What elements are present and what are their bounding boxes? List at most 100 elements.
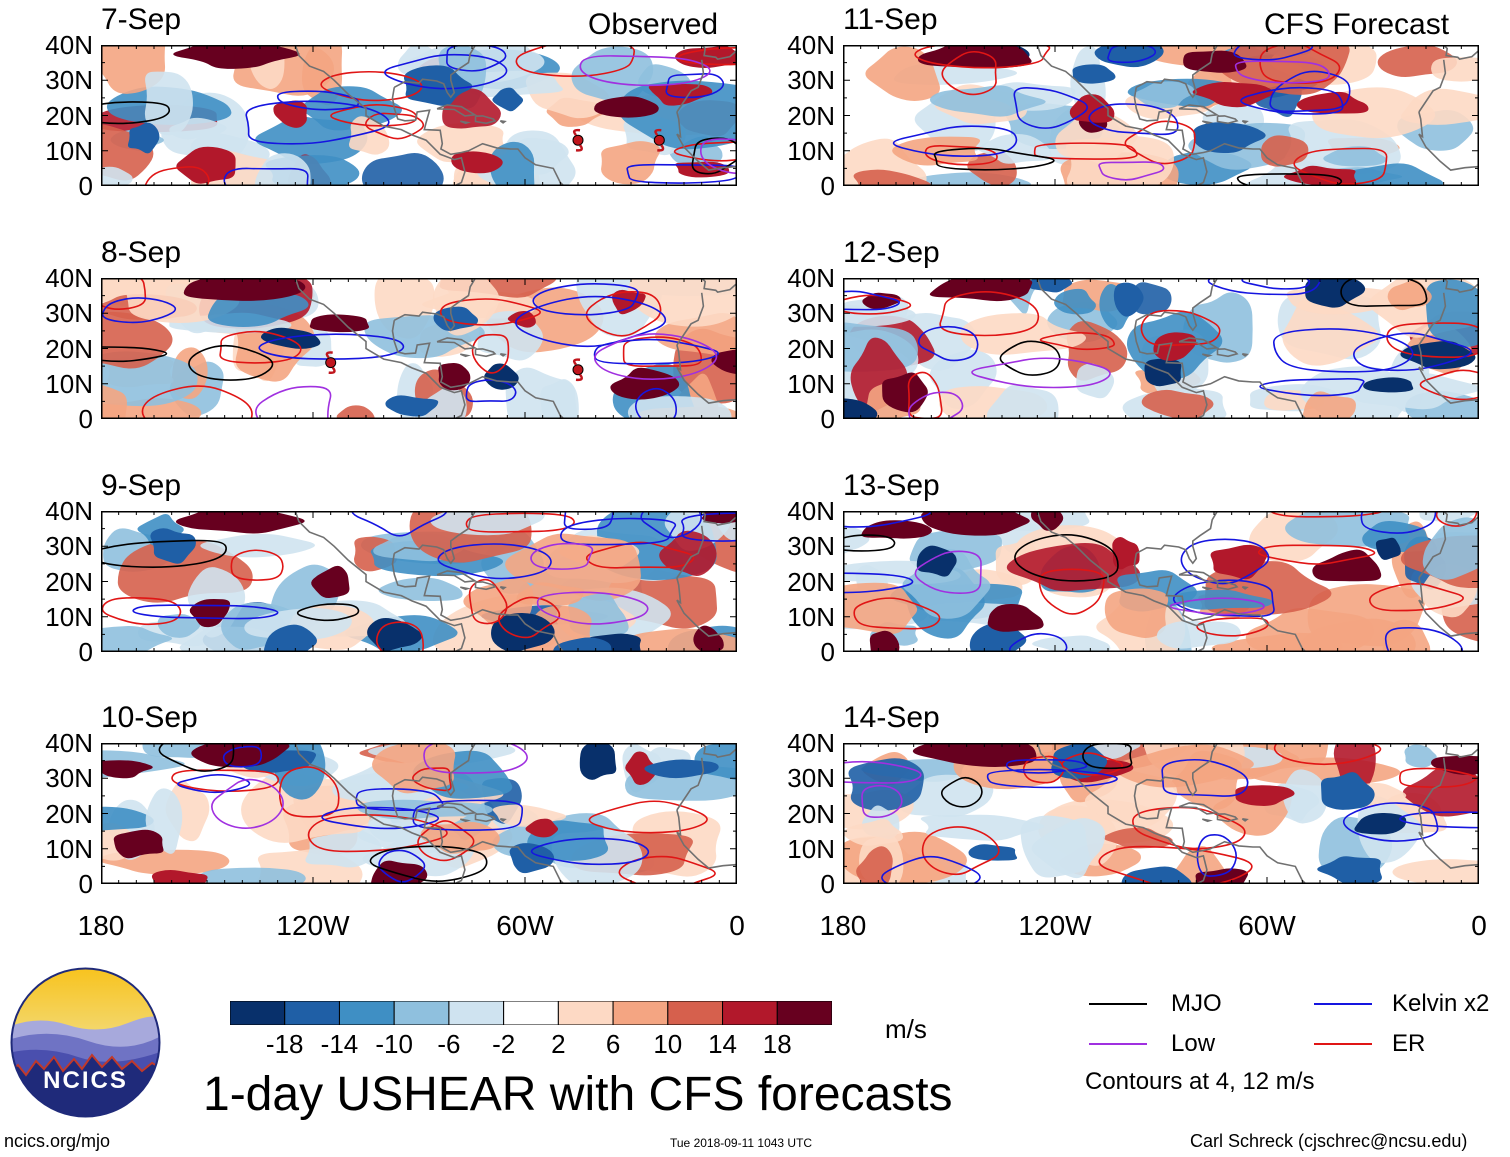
map-panel-13-sep — [842, 510, 1480, 653]
colorbar-swatch — [722, 1000, 778, 1026]
colorbar-swatch — [612, 1000, 669, 1026]
x-tick-label: 120W — [276, 910, 350, 941]
y-tick-label: 30N — [787, 763, 835, 794]
tropical-storm-icon — [572, 358, 584, 382]
legend-label-low: Low — [1171, 1030, 1216, 1057]
shear-field — [843, 278, 1479, 419]
panel-title-8-sep: 8-Sep — [101, 236, 182, 269]
y-tick-label: 30N — [45, 763, 93, 794]
colorbar-swatch — [393, 1000, 450, 1026]
panel-title-11-sep: 11-Sep — [843, 3, 938, 36]
wave-contours — [892, 45, 1388, 186]
tropical-storm-icon — [572, 128, 584, 152]
y-tick-label: 0 — [820, 869, 835, 899]
shear-field — [101, 743, 737, 884]
colorbar-tick-label: 10 — [653, 1029, 683, 1059]
footer-author: Carl Schreck (cjschrec@ncsu.edu) — [1190, 1131, 1468, 1151]
y-tick-label: 0 — [78, 404, 93, 434]
y-tick-label: 30N — [787, 531, 835, 562]
coastlines — [294, 511, 737, 652]
y-tick-label: 20N — [787, 798, 835, 829]
figure-title: 1-day USHEAR with CFS forecasts — [203, 1068, 953, 1121]
y-tick-label: 20N — [787, 333, 835, 364]
wave-contours — [101, 45, 737, 186]
y-tick-label: 20N — [45, 798, 93, 829]
wave-contours — [158, 743, 716, 884]
coastlines — [1036, 743, 1479, 884]
y-tick-label: 40N — [45, 728, 93, 758]
y-tick-label: 0 — [820, 171, 835, 201]
panel-title-12-sep: 12-Sep — [843, 236, 940, 269]
x-tick-label: 60W — [496, 910, 554, 941]
y-tick-label: 40N — [787, 728, 835, 758]
colorbar-swatch — [557, 1000, 614, 1026]
y-tick-label: 40N — [787, 30, 835, 60]
tropical-storm-icon — [653, 128, 665, 152]
shear-field — [101, 45, 737, 186]
wave-contours — [843, 511, 1478, 652]
panel-title-7-sep: 7-Sep — [101, 3, 182, 36]
colorbar-tick-label: -18 — [265, 1029, 304, 1059]
colorbar-tick-label: 6 — [605, 1029, 621, 1059]
y-tick-label: 10N — [787, 833, 835, 864]
x-tick-label: 180 — [77, 910, 125, 941]
wave-contours — [843, 278, 1479, 419]
y-tick-label: 10N — [787, 368, 835, 399]
x-tick-label: 0 — [729, 910, 745, 941]
map-panel-12-sep — [842, 277, 1480, 420]
y-tick-label: 20N — [787, 566, 835, 597]
y-tick-label: 0 — [820, 637, 835, 667]
legend-item-mjo: MJO — [1085, 989, 1285, 1019]
legend-item-low: Low — [1085, 1029, 1285, 1059]
y-tick-label: 30N — [787, 65, 835, 96]
y-tick-label: 40N — [45, 30, 93, 60]
colorbar-tick-label: -10 — [375, 1029, 413, 1059]
x-tick-label: 120W — [1018, 910, 1092, 941]
y-tick-label: 20N — [787, 100, 835, 131]
legend-item-er: ER — [1310, 1029, 1510, 1059]
colorbar-swatch — [503, 1000, 559, 1026]
colorbar-swatch — [776, 1000, 833, 1026]
panel-title-13-sep: 13-Sep — [843, 469, 940, 502]
y-tick-label: 40N — [787, 496, 835, 526]
footer-timestamp: Tue 2018-09-11 1043 UTC — [670, 1136, 813, 1150]
colorbar-swatch — [284, 1000, 340, 1026]
colorbar-swatch — [338, 1000, 395, 1026]
colorbar-swatch — [667, 1000, 724, 1026]
shear-field — [843, 743, 1479, 884]
column-label-observed: Observed — [588, 8, 719, 41]
column-label-forecast: CFS Forecast — [1264, 8, 1450, 41]
y-tick-label: 10N — [45, 135, 93, 166]
y-tick-label: 10N — [45, 833, 93, 864]
y-tick-label: 40N — [787, 263, 835, 293]
panel-title-9-sep: 9-Sep — [101, 469, 182, 502]
panel-title-10-sep: 10-Sep — [101, 701, 198, 734]
y-tick-label: 20N — [45, 566, 93, 597]
y-tick-label: 30N — [45, 531, 93, 562]
coastlines — [294, 45, 737, 186]
y-tick-label: 10N — [787, 135, 835, 166]
colorbar — [229, 1000, 833, 1026]
y-tick-label: 30N — [45, 298, 93, 329]
colorbar-tick-label: -2 — [492, 1029, 516, 1059]
colorbar-tick-label: 2 — [551, 1029, 566, 1059]
y-tick-label: 10N — [45, 601, 93, 632]
y-tick-label: 0 — [78, 171, 93, 201]
legend-line-low — [1089, 1043, 1147, 1045]
map-panel-10-sep — [100, 742, 738, 885]
coastlines — [294, 743, 737, 884]
map-panel-14-sep — [842, 742, 1480, 885]
y-tick-label: 30N — [787, 298, 835, 329]
y-tick-label: 20N — [45, 333, 93, 364]
y-tick-label: 0 — [78, 869, 93, 899]
x-tick-label: 0 — [1471, 910, 1487, 941]
coastlines — [1036, 45, 1479, 186]
wave-contours — [101, 511, 737, 652]
map-panel-11-sep — [842, 44, 1480, 187]
colorbar-swatch — [448, 1000, 505, 1026]
legend-line-er — [1314, 1043, 1372, 1045]
coastlines — [294, 278, 737, 419]
colorbar-tick-label: 14 — [708, 1029, 737, 1059]
y-tick-label: 10N — [45, 368, 93, 399]
colorbar-swatch — [229, 1000, 286, 1026]
